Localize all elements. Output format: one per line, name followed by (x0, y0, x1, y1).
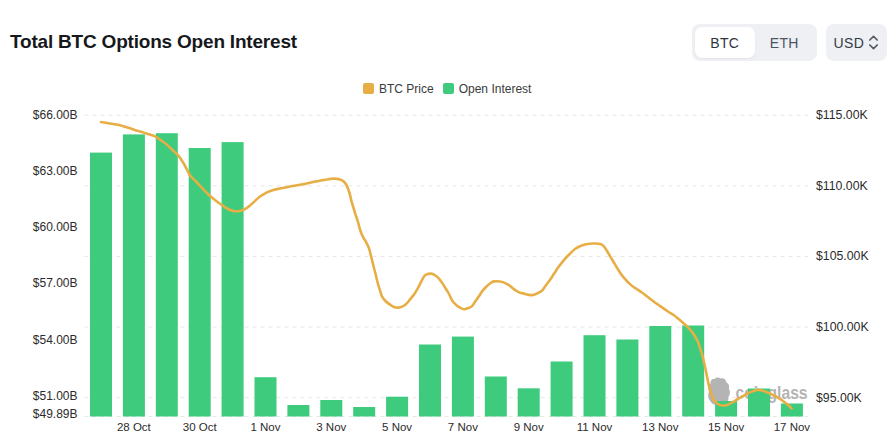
svg-text:coinglass: coinglass (736, 382, 808, 403)
